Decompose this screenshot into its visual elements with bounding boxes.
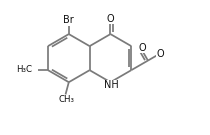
Text: CH₃: CH₃: [58, 95, 74, 104]
Text: O: O: [107, 14, 114, 24]
Text: NH: NH: [104, 80, 118, 90]
Text: O: O: [138, 43, 146, 53]
Text: Br: Br: [63, 15, 74, 25]
Text: O: O: [156, 49, 164, 59]
Text: H₃C: H₃C: [16, 65, 32, 74]
